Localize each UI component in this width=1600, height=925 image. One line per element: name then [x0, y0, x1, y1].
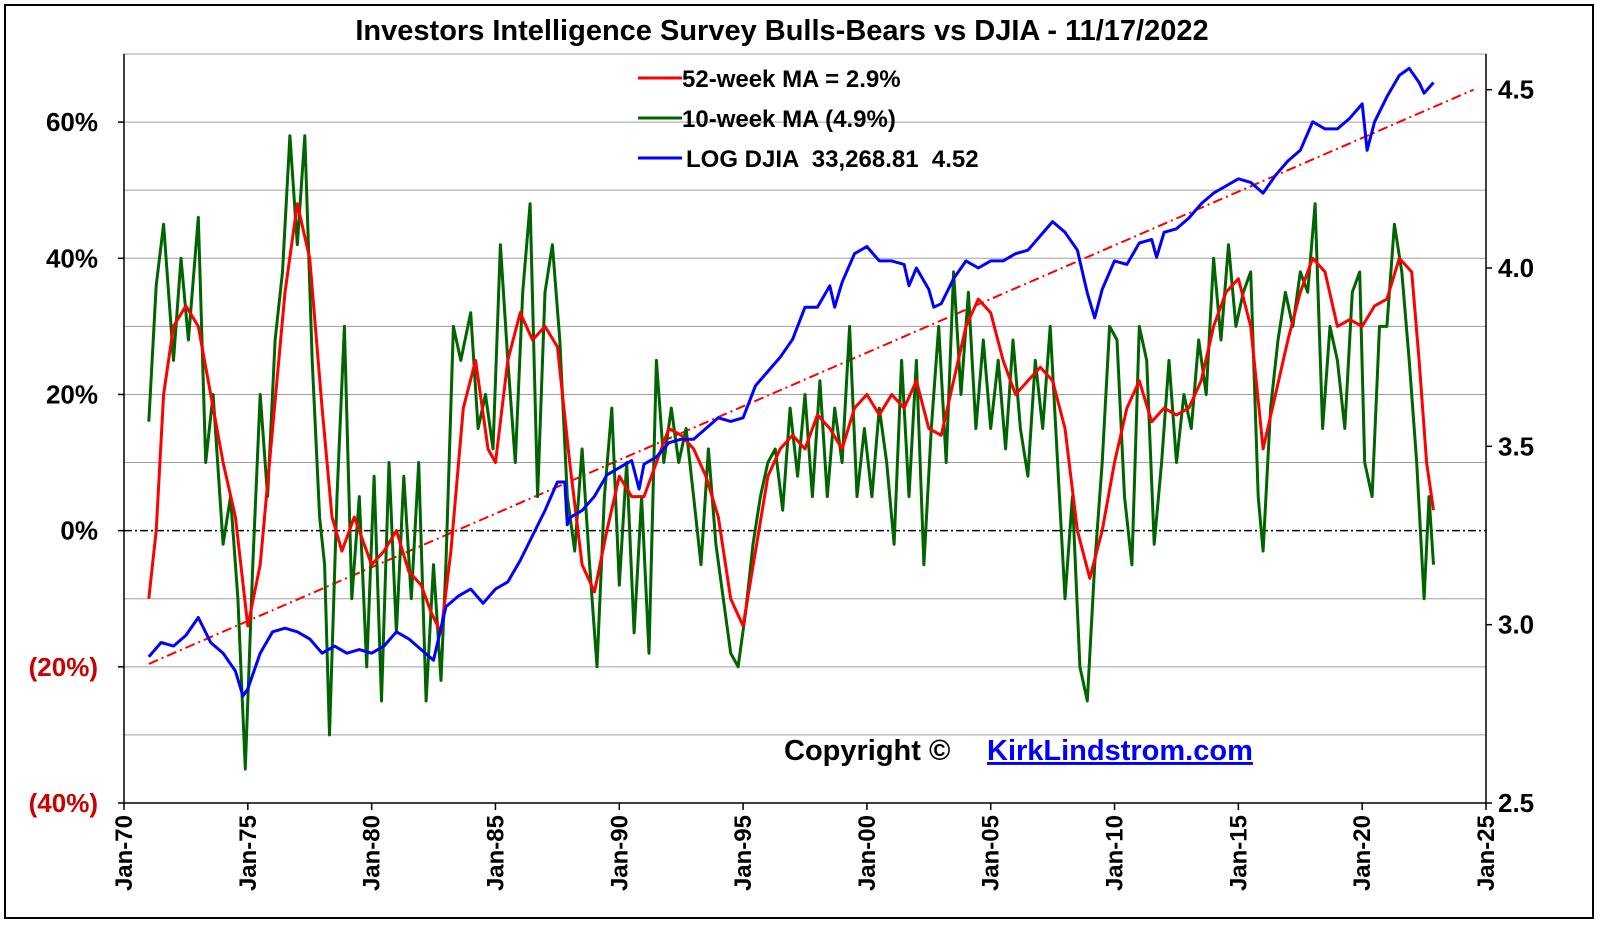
x-tick-label: Jan-70 [111, 815, 138, 891]
line-log-djia [147, 66, 1435, 698]
line-ma52 [147, 202, 1435, 635]
x-tick-label: Jan-20 [1349, 815, 1376, 891]
left-tick-label: 0% [60, 516, 98, 546]
chart-svg: Investors Intelligence Survey Bulls-Bear… [29, 15, 1535, 891]
x-tick-label: Jan-80 [359, 815, 386, 891]
legend-label-ma10: 10-week MA (4.9%) [682, 106, 896, 133]
x-tick-label: Jan-05 [978, 815, 1005, 891]
x-tick-label: Jan-10 [1102, 815, 1129, 891]
chart-title: Investors Intelligence Survey Bulls-Bear… [355, 15, 1208, 47]
legend-label-ma52: 52-week MA = 2.9% [682, 66, 901, 93]
right-tick-label: 3.0 [1498, 610, 1534, 640]
left-tick-label: (20%) [29, 652, 98, 682]
x-tick-label: Jan-75 [235, 815, 262, 891]
x-tick-label: Jan-00 [854, 815, 881, 891]
left-tick-label: 60% [46, 107, 98, 137]
left-tick-label: (40%) [29, 788, 98, 818]
x-tick-label: Jan-85 [482, 815, 509, 891]
left-tick-label: 40% [46, 243, 98, 273]
right-tick-label: 4.5 [1498, 75, 1534, 105]
right-tick-label: 2.5 [1498, 788, 1534, 818]
copyright-text: Copyright © [784, 735, 950, 767]
plot-background [123, 53, 1487, 804]
legend-label-djia: LOG DJIA 33,268.81 4.52 [686, 146, 979, 173]
plot-area [123, 53, 1487, 804]
x-tick-label: Jan-90 [606, 815, 633, 891]
series-lines [147, 66, 1475, 771]
line-ma10 [147, 134, 1435, 771]
x-tick-label: Jan-95 [730, 815, 757, 891]
left-axis: 60% 40% 20% 0% (20%) (40%) [29, 107, 124, 818]
right-tick-label: 4.0 [1498, 253, 1534, 283]
legend: 52-week MA = 2.9% 10-week MA (4.9%) LOG … [638, 66, 979, 173]
x-axis: Jan-70 Jan-75 Jan-80 Jan-85 Jan-90 Jan-95 Jan-… [111, 803, 1500, 891]
chart-frame: Investors Intelligence Survey Bulls-Bear… [4, 4, 1594, 919]
left-tick-label: 20% [46, 379, 98, 409]
x-tick-label: Jan-25 [1473, 815, 1500, 891]
right-tick-label: 3.5 [1498, 431, 1534, 461]
copyright-link[interactable]: KirkLindstrom.com [987, 735, 1253, 767]
x-tick-label: Jan-15 [1225, 815, 1252, 891]
right-axis: 4.5 4.0 3.5 3.0 2.5 [1486, 75, 1534, 818]
